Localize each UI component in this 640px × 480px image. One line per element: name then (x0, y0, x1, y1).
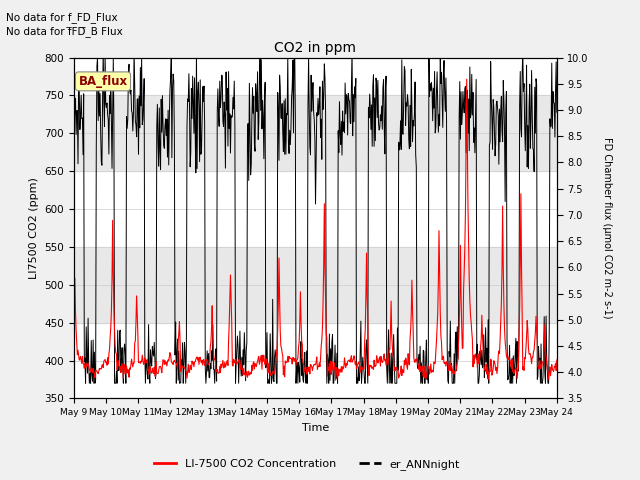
LI-7500 CO2 Concentration (553, 357, 561, 363)
LI-7500 CO2 Concentration (127, 366, 134, 372)
er_ANNnight (70, 57, 77, 62)
LI-7500 CO2 Concentration (239, 372, 247, 378)
er_ANNnight (128, 108, 136, 114)
LI-7500 CO2 Concentration (70, 334, 77, 340)
Text: No data for f_FD_Flux: No data for f_FD_Flux (6, 12, 118, 23)
LI-7500 CO2 Concentration (365, 372, 373, 378)
er_ANNnight (216, 105, 224, 110)
Title: CO2 in ppm: CO2 in ppm (274, 41, 356, 55)
er_ANNnight (259, 98, 266, 104)
Text: BA_flux: BA_flux (79, 75, 127, 88)
Line: LI-7500 CO2 Concentration: LI-7500 CO2 Concentration (74, 79, 557, 380)
Legend: LI-7500 CO2 Concentration, er_ANNnight: LI-7500 CO2 Concentration, er_ANNnight (150, 455, 465, 474)
er_ANNnight (82, 380, 90, 386)
er_ANNnight (241, 330, 248, 336)
LI-7500 CO2 Concentration (463, 76, 470, 82)
X-axis label: Time: Time (301, 423, 329, 432)
er_ANNnight (553, 109, 561, 115)
LI-7500 CO2 Concentration (257, 352, 265, 358)
er_ANNnight (99, 47, 107, 53)
Bar (74, 247, 557, 323)
Y-axis label: LI7500 CO2 (ppm): LI7500 CO2 (ppm) (29, 177, 38, 279)
LI-7500 CO2 Concentration (392, 364, 400, 370)
Text: No data for f̅FD̅_B Flux: No data for f̅FD̅_B Flux (6, 26, 123, 37)
er_ANNnight (366, 91, 374, 97)
LI-7500 CO2 Concentration (215, 370, 223, 376)
Y-axis label: FD Chamber flux (μmol CO2 m-2 s-1): FD Chamber flux (μmol CO2 m-2 s-1) (602, 137, 612, 319)
Bar (74, 96, 557, 171)
Line: er_ANNnight: er_ANNnight (74, 50, 557, 383)
er_ANNnight (393, 380, 401, 386)
LI-7500 CO2 Concentration (332, 377, 339, 383)
